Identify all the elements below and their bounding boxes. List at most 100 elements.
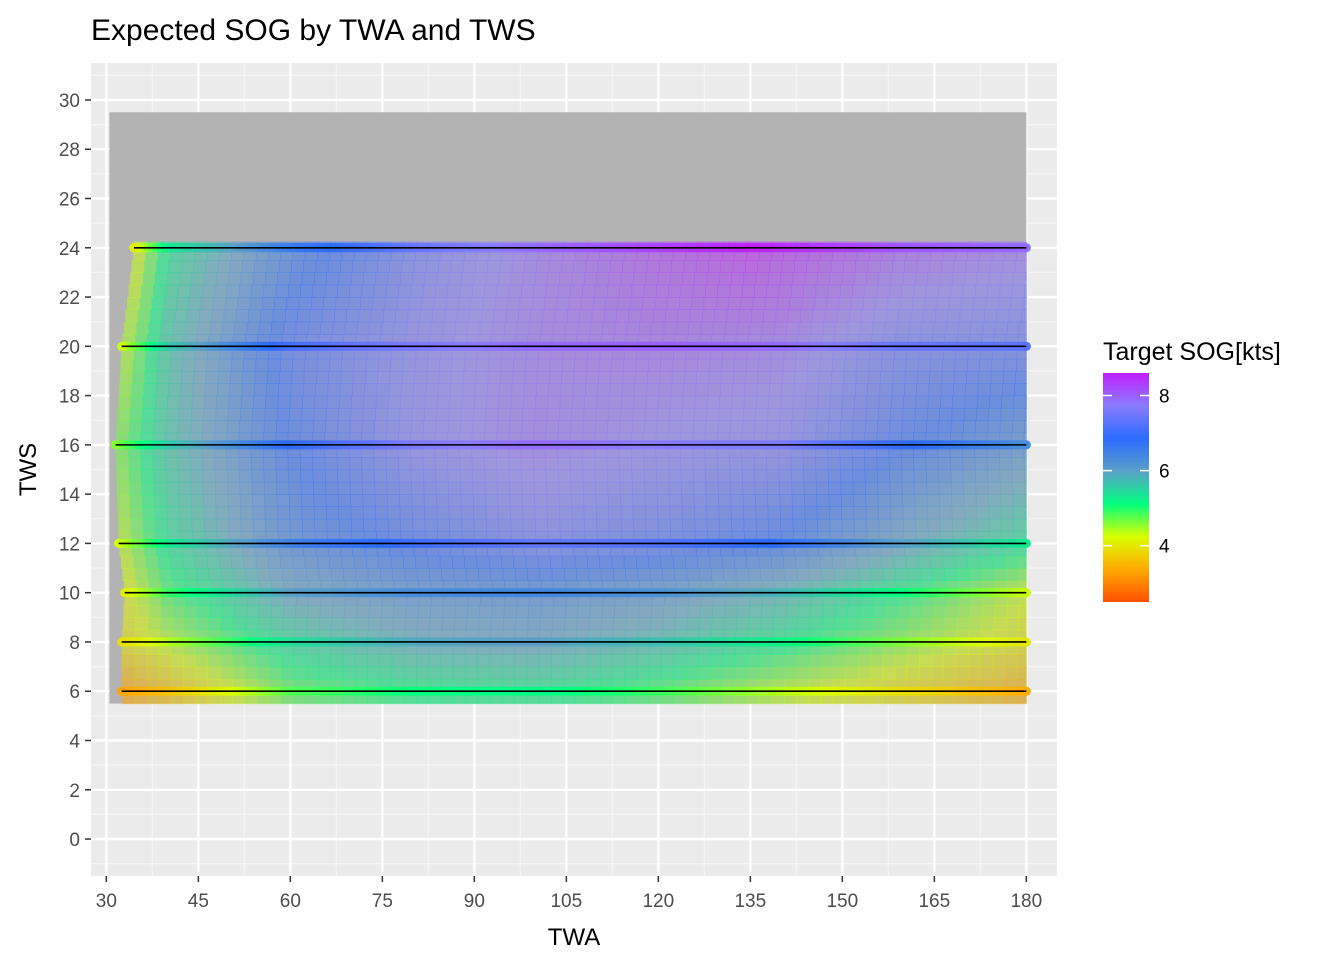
heatmap-tile	[827, 469, 841, 483]
heatmap-tile	[177, 284, 191, 298]
heatmap-tile	[424, 407, 437, 421]
heatmap-tile	[349, 457, 363, 471]
heatmap-tile	[585, 370, 599, 384]
heatmap-tile	[522, 518, 536, 532]
heatmap-tile	[239, 481, 253, 495]
heatmap-tile	[831, 358, 845, 372]
heatmap-tile	[514, 654, 528, 668]
heatmap-tile	[895, 568, 909, 581]
heatmap-tile	[562, 358, 575, 372]
heatmap-tile	[890, 272, 904, 286]
heatmap-tile	[395, 309, 409, 323]
heatmap-tile	[289, 395, 303, 409]
heatmap-tile	[473, 518, 487, 532]
heatmap-tile	[526, 654, 540, 668]
heatmap-tile	[144, 370, 158, 384]
heatmap-tile	[892, 370, 906, 384]
heatmap-tile	[288, 420, 302, 434]
heatmap-tile	[275, 457, 289, 471]
heatmap-tile	[1024, 469, 1027, 483]
heatmap-tile	[807, 358, 821, 372]
heatmap-tile	[859, 605, 873, 618]
heatmap-tile	[411, 494, 425, 508]
heatmap-tile	[562, 555, 576, 569]
heatmap-tile	[831, 370, 845, 384]
heatmap-tile	[215, 506, 229, 520]
heatmap-tile	[423, 481, 437, 495]
heatmap-tile	[999, 420, 1013, 434]
heatmap-tile	[510, 506, 524, 520]
heatmap-tile	[472, 469, 486, 483]
heatmap-tile	[740, 297, 754, 310]
heatmap-tile	[820, 555, 833, 569]
heatmap-tile	[143, 383, 157, 397]
heatmap-tile	[350, 506, 364, 520]
heatmap-tile	[240, 395, 254, 409]
heatmap-tile	[304, 358, 318, 372]
heatmap-tile	[865, 494, 879, 508]
heatmap-tile	[744, 383, 758, 397]
y-tick-label: 4	[69, 732, 80, 753]
heatmap-tile	[129, 494, 143, 508]
heatmap-tile	[858, 568, 872, 581]
heatmap-tile	[705, 481, 719, 495]
heatmap-tile	[852, 469, 866, 483]
heatmap-tile	[608, 506, 622, 520]
heatmap-tile	[361, 284, 375, 298]
heatmap-tile	[828, 481, 842, 495]
heatmap-tile	[647, 358, 661, 372]
heatmap-tile	[660, 555, 674, 569]
heatmap-tile	[943, 666, 957, 680]
heatmap-tile	[623, 358, 637, 372]
heatmap-tile	[284, 309, 298, 323]
heatmap-tile	[240, 518, 254, 532]
heatmap-tile	[619, 457, 632, 471]
heatmap-tile	[681, 407, 695, 421]
heatmap-tile	[968, 568, 982, 581]
heatmap-tile	[839, 457, 853, 471]
heatmap-tile	[518, 309, 531, 323]
heatmap-tile	[116, 481, 130, 495]
heatmap-tile	[203, 407, 217, 421]
heatmap-tile	[746, 358, 759, 372]
heatmap-tile	[349, 481, 363, 495]
heatmap-tile	[289, 407, 303, 421]
heatmap-tile	[600, 568, 614, 581]
heatmap-tile	[1000, 481, 1013, 495]
heatmap-tile	[403, 654, 417, 668]
heatmap-tile	[844, 358, 858, 372]
heatmap-tile	[864, 469, 878, 483]
heatmap-tile	[607, 420, 621, 434]
x-axis-title: TWA	[548, 924, 600, 951]
heatmap-tile	[588, 568, 602, 581]
heatmap-tile	[769, 260, 783, 274]
heatmap-tile	[886, 309, 899, 323]
heatmap-tile	[294, 568, 308, 581]
heatmap-tile	[928, 260, 942, 274]
y-tick-label: 8	[69, 633, 80, 654]
heatmap-tile	[539, 617, 553, 631]
heatmap-tile	[191, 407, 204, 421]
y-tick-label: 12	[59, 534, 80, 555]
heatmap-tile	[297, 309, 311, 323]
heatmap-tile	[228, 272, 242, 286]
heatmap-tile	[988, 272, 1002, 286]
heatmap-tile	[193, 370, 207, 384]
heatmap-tile	[853, 506, 867, 520]
heatmap-tile	[214, 420, 228, 434]
heatmap-tile	[486, 395, 500, 409]
heatmap-tile	[993, 568, 1007, 581]
heatmap-tile	[478, 568, 492, 581]
heatmap-tile	[610, 260, 623, 274]
heatmap-tile	[658, 383, 672, 397]
heatmap-tile	[982, 321, 996, 335]
heatmap-tile	[341, 358, 355, 372]
heatmap-tile	[780, 272, 794, 286]
heatmap-tile	[708, 260, 722, 274]
heatmap-tile	[221, 605, 235, 618]
heatmap-tile	[734, 555, 748, 569]
heatmap-tile	[255, 555, 269, 569]
heatmap-tile	[197, 321, 211, 335]
heatmap-tile	[252, 506, 266, 520]
heatmap-tile	[360, 297, 373, 310]
